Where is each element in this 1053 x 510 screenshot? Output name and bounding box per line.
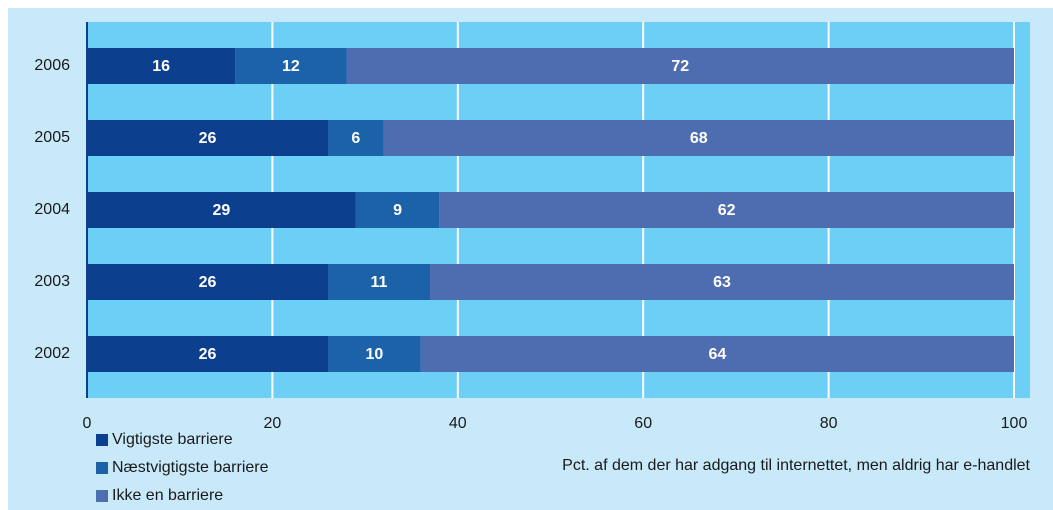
value-label: 26: [199, 130, 217, 147]
y-tick-label: 2006: [34, 57, 70, 74]
bar-segment: [87, 48, 236, 84]
value-label: 11: [371, 274, 388, 291]
legend-label: Vigtigste barriere: [112, 431, 233, 448]
bar-segment: [429, 264, 1014, 300]
value-label: 26: [199, 346, 217, 363]
x-tick-label: 100: [1001, 415, 1028, 432]
value-label: 16: [152, 58, 170, 75]
y-tick-label: 2003: [34, 273, 70, 290]
value-label: 64: [708, 346, 726, 363]
x-tick-label: 40: [449, 415, 467, 432]
y-tick-label: 2004: [34, 201, 70, 218]
legend-swatch: [96, 434, 108, 446]
value-label: 29: [213, 202, 231, 219]
x-axis-label: Pct. af dem der har adgang til internett…: [562, 457, 1030, 474]
x-tick-label: 80: [820, 415, 838, 432]
x-tick-label: 0: [83, 415, 92, 432]
value-label: 10: [365, 346, 383, 363]
legend-label: Næstvigtigste barriere: [112, 459, 269, 476]
value-label: 6: [351, 130, 360, 147]
bar-segment: [87, 264, 329, 300]
value-label: 63: [713, 274, 731, 291]
bar-segment: [87, 120, 329, 156]
x-tick-label: 60: [634, 415, 652, 432]
bar-segment: [87, 192, 356, 228]
value-label: 72: [671, 58, 689, 75]
bar-segment: [328, 120, 384, 156]
value-label: 12: [282, 58, 300, 75]
y-tick-label: 2002: [34, 345, 70, 362]
legend-swatch: [96, 462, 108, 474]
legend-label: Ikke en barriere: [112, 487, 223, 504]
bar-segment: [328, 336, 421, 372]
value-label: 26: [199, 274, 217, 291]
bar-segment: [355, 192, 440, 228]
bar-segment: [235, 48, 347, 84]
bar-segment: [420, 336, 1015, 372]
value-label: 62: [718, 202, 736, 219]
bar-segment: [328, 264, 430, 300]
x-tick-label: 20: [264, 415, 282, 432]
y-tick-label: 2005: [34, 129, 70, 146]
bar-segment: [383, 120, 1014, 156]
legend-swatch: [96, 490, 108, 502]
value-label: 68: [690, 130, 708, 147]
bar-segment: [346, 48, 1014, 84]
bar-segment: [439, 192, 1014, 228]
value-label: 9: [393, 202, 402, 219]
bar-segment: [87, 336, 329, 372]
